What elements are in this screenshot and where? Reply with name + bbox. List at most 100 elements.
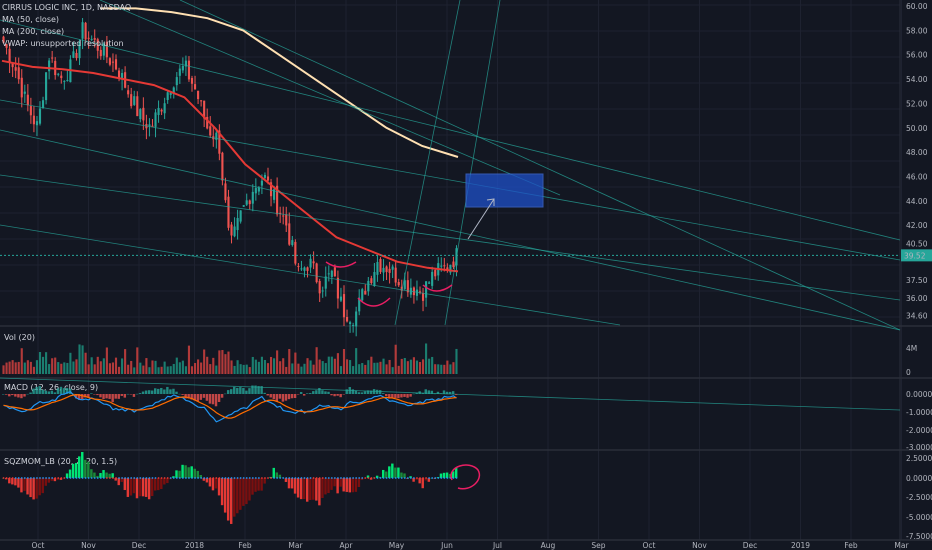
sqz-dot bbox=[20, 477, 23, 479]
volume-bar bbox=[245, 364, 248, 374]
sqz-momentum-bar bbox=[351, 478, 355, 493]
sqz-dot bbox=[197, 477, 199, 479]
macd-histogram-bar bbox=[178, 393, 181, 395]
macd-histogram-bar bbox=[336, 394, 339, 396]
volume-bar bbox=[187, 345, 191, 374]
macd-histogram-bar bbox=[47, 391, 51, 394]
sqz-dot bbox=[48, 477, 51, 479]
volume-bar bbox=[23, 362, 26, 374]
sqz-dot bbox=[93, 477, 96, 479]
candle-body bbox=[203, 100, 206, 119]
candle-body bbox=[108, 58, 111, 65]
macd-histogram-bar bbox=[236, 387, 239, 394]
sqz-momentum-bar bbox=[157, 478, 160, 491]
sqz-momentum-bar bbox=[135, 478, 139, 499]
sqz-momentum-bar bbox=[375, 475, 379, 478]
candle-body bbox=[306, 267, 309, 271]
volume-bar bbox=[434, 364, 437, 374]
macd-histogram-bar bbox=[223, 393, 227, 395]
sqz-momentum-bar bbox=[424, 478, 427, 481]
sqz-momentum-bar bbox=[330, 478, 333, 490]
candle-body bbox=[175, 77, 178, 86]
candle-body bbox=[294, 241, 297, 264]
sqz-momentum-bar bbox=[409, 476, 412, 478]
macd-histogram-bar bbox=[242, 388, 245, 394]
candle-body bbox=[130, 94, 133, 107]
candle-body bbox=[66, 80, 69, 82]
macd-histogram-bar bbox=[108, 394, 111, 399]
volume-bar bbox=[66, 362, 69, 374]
macd-histogram-bar bbox=[363, 391, 367, 394]
candle-body bbox=[117, 70, 121, 79]
volume-bar bbox=[251, 356, 254, 374]
candle-body bbox=[345, 316, 349, 322]
macd-histogram-bar bbox=[269, 394, 272, 398]
volume-bar bbox=[364, 364, 367, 374]
macd-line bbox=[3, 391, 457, 423]
candle-body bbox=[379, 258, 382, 272]
sqz-momentum-bar bbox=[454, 467, 458, 478]
candle-body bbox=[388, 268, 391, 273]
macd-histogram-bar bbox=[442, 390, 446, 394]
macd-histogram-bar bbox=[20, 394, 23, 399]
sqz-momentum-bar bbox=[20, 478, 23, 493]
trend-line bbox=[0, 174, 901, 301]
macd-histogram-bar bbox=[306, 393, 309, 394]
sqz-dot bbox=[291, 477, 294, 479]
sqz-momentum-bar bbox=[445, 472, 449, 478]
macd-histogram-bar bbox=[114, 394, 117, 399]
macd-histogram-bar bbox=[245, 390, 248, 394]
sqz-dot bbox=[376, 477, 379, 479]
candle-body bbox=[333, 267, 336, 277]
volume-bar bbox=[172, 363, 175, 374]
candle-body bbox=[282, 215, 285, 217]
sqz-momentum-bar bbox=[187, 467, 190, 478]
volume-bar bbox=[151, 360, 154, 374]
sqz-dot bbox=[172, 477, 175, 479]
volume-bar bbox=[17, 361, 20, 374]
macd-histogram-bar bbox=[257, 386, 260, 394]
sqz-momentum-bar bbox=[230, 478, 233, 524]
volume-bar bbox=[254, 359, 257, 374]
macd-histogram-bar bbox=[345, 389, 348, 394]
price-tick: 52.00 bbox=[906, 99, 928, 108]
macd-histogram-bar bbox=[2, 394, 5, 395]
candle-body bbox=[172, 87, 175, 95]
macd-tick: -1.0000 bbox=[906, 408, 932, 417]
volume-bar bbox=[279, 361, 282, 374]
macd-tick: -3.0000 bbox=[906, 443, 932, 452]
macd-histogram-bar bbox=[296, 394, 300, 395]
macd-histogram-bar bbox=[281, 394, 285, 402]
sqz-dot bbox=[455, 477, 458, 479]
sqz-momentum-bar bbox=[263, 478, 266, 484]
candle-body bbox=[84, 22, 87, 40]
macd-histogram-bar bbox=[190, 394, 193, 400]
volume-bar bbox=[242, 364, 245, 374]
candle-body bbox=[391, 266, 394, 270]
macd-histogram-bar bbox=[117, 394, 120, 399]
sqz-momentum-bar bbox=[321, 478, 324, 499]
sqz-momentum-bar bbox=[29, 478, 32, 498]
sqz-momentum-bar bbox=[84, 459, 87, 478]
price-tick: 56.00 bbox=[906, 51, 928, 60]
macd-histogram-bar bbox=[41, 389, 44, 394]
sqz-dot bbox=[154, 477, 157, 479]
macd-histogram-bar bbox=[287, 394, 291, 400]
sqz-tick: 2.5000 bbox=[906, 454, 932, 463]
candle-body bbox=[330, 270, 333, 277]
sqz-dot bbox=[160, 477, 163, 479]
sqz-dot bbox=[391, 477, 394, 479]
sqz-dot bbox=[112, 477, 114, 479]
macd-histogram-bar bbox=[99, 394, 102, 398]
candle-body bbox=[248, 200, 251, 205]
sqz-momentum-bar bbox=[245, 478, 248, 505]
sqz-momentum-bar bbox=[141, 478, 145, 497]
sqz-dot bbox=[60, 477, 63, 479]
candle-body bbox=[418, 291, 422, 293]
sqz-dot bbox=[349, 477, 351, 479]
sqz-dot bbox=[181, 477, 184, 479]
candle-body bbox=[8, 48, 11, 64]
candle-body bbox=[425, 281, 428, 298]
sqz-momentum-bar bbox=[388, 466, 391, 478]
